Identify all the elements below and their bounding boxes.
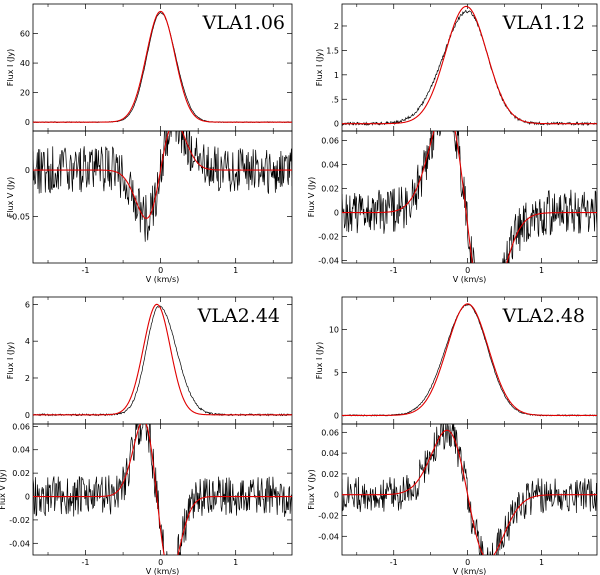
y-tick-label: 0 [334, 120, 339, 129]
y-tick-label: .5 [331, 95, 339, 104]
y-tick-label: 5 [334, 369, 339, 378]
y-tick-label: 1 [334, 71, 339, 80]
bottom-subplot: -1 0 1 -0.04 -0.02 0 0.02 0.04 0.06 Flux V (Jy) V … [307, 130, 598, 284]
x-tick-label: 1 [539, 266, 544, 275]
top-fit-line [342, 303, 597, 416]
y-tick-label: 40 [20, 59, 30, 68]
y-tick-label: 0.04 [321, 449, 339, 458]
bottom-fit-line [342, 429, 597, 555]
panel-vla2-48: 0 5 10 Flux I (Jy) -1 0 1 -0.04 -0.02 0 0.02 0.04 0.… [307, 296, 598, 575]
x-axis-label: V (km/s) [453, 567, 487, 575]
x-tick-label: 1 [233, 558, 238, 567]
y-tick-label: 60 [20, 30, 30, 39]
x-tick-label: 0 [158, 558, 163, 567]
y-tick-label: 2 [334, 22, 339, 31]
x-tick-label: -1 [82, 266, 90, 275]
x-axis-label: V (km/s) [146, 275, 180, 284]
bottom-y-axis-label: Flux V (Jy) [6, 177, 15, 218]
y-tick-label: -0.02 [9, 516, 30, 525]
y-tick-label: 0.04 [12, 446, 30, 455]
panel-title: VLA2.48 [502, 305, 585, 327]
y-tick-label: 6 [25, 300, 30, 309]
bottom-y-axis-label: Flux V (Jy) [0, 469, 7, 510]
y-tick-label: -0.04 [318, 257, 339, 266]
top-fit-line [342, 5, 597, 125]
panel-vla1-06: 0 20 40 60 Flux I (Jy) -1 0 1 -0.05 0 Flux V (Jy) V… [6, 3, 293, 284]
x-axis-label: V (km/s) [453, 275, 487, 284]
x-tick-label: -1 [82, 558, 90, 567]
y-tick-label: 0 [25, 166, 30, 175]
panel-title: VLA1.06 [202, 12, 285, 34]
y-tick-label: 0 [334, 491, 339, 500]
y-tick-label: 2 [25, 374, 30, 383]
x-tick-label: -1 [390, 266, 398, 275]
y-tick-label: -0.04 [318, 532, 339, 541]
top-y-axis-label: Flux I (Jy) [6, 49, 15, 86]
y-tick-label: 4 [25, 337, 30, 346]
top-fit-line [33, 10, 292, 123]
bottom-fit-line [33, 131, 292, 219]
bottom-fit-line [342, 131, 597, 263]
y-tick-label: 0 [25, 411, 30, 420]
bottom-frame [32, 423, 293, 556]
y-tick-label: 0.02 [321, 185, 339, 194]
bottom-observed-line [342, 131, 597, 263]
panel-vla1-12: 0 .5 1 1.5 2 Flux I (Jy) -1 0 1 -0.04 -0.02 0 0.02 0.… [307, 3, 598, 284]
bottom-fit-line [33, 424, 292, 555]
bottom-y-axis-label: Flux V (Jy) [307, 469, 316, 510]
top-y-axis-label: Flux I (Jy) [315, 342, 324, 379]
y-tick-label: 20 [20, 89, 30, 98]
bottom-observed-line [33, 131, 292, 242]
y-tick-label: 0 [334, 209, 339, 218]
y-tick-label: 0.02 [12, 469, 30, 478]
y-tick-label: 0 [25, 493, 30, 502]
x-tick-label: 1 [233, 266, 238, 275]
bottom-frame [32, 130, 293, 264]
x-tick-label: 0 [465, 266, 470, 275]
bottom-subplot: -1 0 1 -0.04 -0.02 0 0.02 0.04 0.06 Flux V (Jy) V … [0, 422, 293, 575]
y-tick-label: 0 [334, 411, 339, 420]
bottom-observed-line [33, 424, 292, 555]
bottom-subplot: -1 0 1 -0.04 -0.02 0 0.02 0.04 0.06 Flux V (Jy) V … [307, 423, 598, 575]
y-tick-label: -0.04 [9, 539, 30, 548]
bottom-subplot: -1 0 1 -0.05 0 Flux V (Jy) V (km/s) [6, 130, 293, 284]
y-tick-label: 0 [25, 118, 30, 127]
bottom-observed-line [342, 424, 597, 555]
y-tick-label: -0.02 [318, 233, 339, 242]
panel-vla2-44: 0 2 4 6 Flux I (Jy) -1 0 1 -0.04 -0.02 0 0.02 0.04 0.… [0, 296, 293, 575]
y-tick-label: -0.05 [9, 213, 30, 222]
x-axis-label: V (km/s) [146, 567, 180, 575]
x-tick-label: -1 [390, 558, 398, 567]
y-tick-label: 0.06 [321, 137, 339, 146]
top-y-axis-label: Flux I (Jy) [315, 49, 324, 86]
y-tick-label: 1.5 [326, 46, 339, 55]
panel-title: VLA1.12 [502, 12, 585, 34]
top-y-axis-label: Flux I (Jy) [6, 342, 15, 379]
x-tick-label: 0 [158, 266, 163, 275]
y-tick-label: 0.04 [321, 161, 339, 170]
y-tick-label: 0.06 [12, 422, 30, 431]
panel-title: VLA2.44 [197, 305, 280, 327]
y-tick-label: 0.02 [321, 470, 339, 479]
top-subplot: 0 .5 1 1.5 2 Flux I (Jy) [315, 3, 598, 132]
x-tick-label: 0 [465, 558, 470, 567]
x-tick-label: 1 [539, 558, 544, 567]
y-tick-label: -0.02 [318, 511, 339, 520]
top-subplot: 0 2 4 6 Flux I (Jy) [6, 296, 293, 425]
y-tick-label: 0.06 [321, 428, 339, 437]
y-tick-label: 10 [329, 326, 339, 335]
top-fit-line [33, 303, 292, 416]
bottom-y-axis-label: Flux V (Jy) [307, 177, 316, 218]
